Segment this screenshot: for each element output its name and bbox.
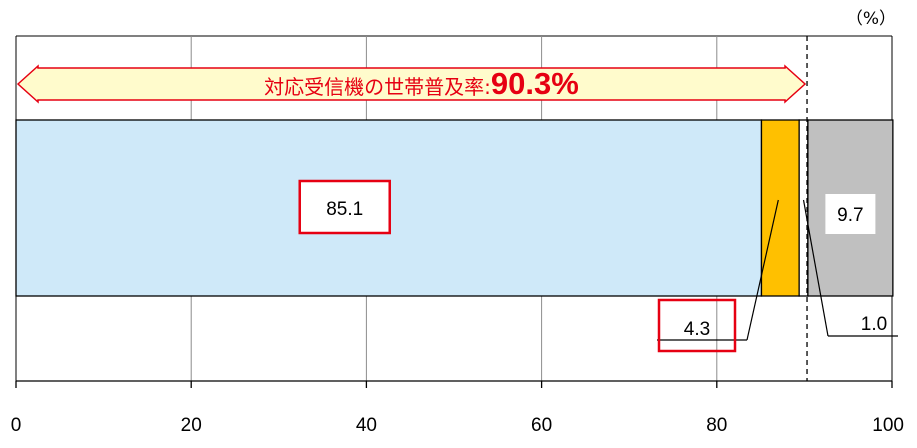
data-label: 1.0 — [861, 314, 887, 335]
data-labels: 85.1 4.3 1.0 9.7 — [298, 179, 898, 353]
leader-line — [802, 199, 829, 337]
unit-label: （%） — [846, 9, 896, 29]
data-label-box — [825, 194, 876, 234]
banner-value: 90.3% — [491, 66, 579, 101]
banner-arrow — [16, 64, 807, 104]
data-label-box — [657, 298, 737, 353]
data-label: 9.7 — [837, 205, 863, 226]
bar-segment — [760, 119, 800, 297]
data-label-box — [298, 179, 391, 235]
data-label: 4.3 — [684, 319, 710, 340]
banner-label: 対応受信機の世帯普及率: — [264, 75, 491, 99]
x-tick-label: 80 — [706, 415, 727, 436]
data-label: 85.1 — [326, 199, 363, 220]
x-tick-label: 0 — [11, 415, 22, 436]
x-axis: 0 20 40 60 80 100 — [11, 380, 904, 436]
x-tick-label: 60 — [531, 415, 552, 436]
banner-text: 対応受信機の世帯普及率:90.3% — [264, 66, 579, 101]
penetration-banner: 対応受信機の世帯普及率:90.3% — [16, 64, 807, 104]
x-tick-label: 20 — [181, 415, 202, 436]
x-tick-label: 40 — [356, 415, 377, 436]
leader-line — [746, 199, 779, 341]
x-tick-label: 100 — [872, 415, 904, 436]
